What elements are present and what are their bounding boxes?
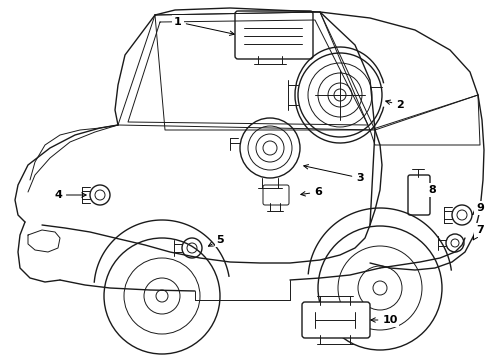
- FancyBboxPatch shape: [302, 302, 369, 338]
- Text: 8: 8: [426, 185, 435, 195]
- Text: 4: 4: [54, 190, 86, 200]
- FancyBboxPatch shape: [263, 185, 288, 205]
- Text: 9: 9: [471, 203, 483, 215]
- Text: 1: 1: [174, 17, 234, 35]
- Text: 6: 6: [300, 187, 321, 197]
- Text: 7: 7: [472, 225, 483, 240]
- Circle shape: [240, 118, 299, 178]
- Text: 10: 10: [370, 315, 397, 325]
- Circle shape: [297, 53, 381, 137]
- Text: 3: 3: [303, 165, 363, 183]
- Text: 2: 2: [385, 100, 403, 110]
- FancyBboxPatch shape: [407, 175, 429, 215]
- FancyBboxPatch shape: [235, 11, 312, 59]
- Text: 5: 5: [208, 235, 224, 246]
